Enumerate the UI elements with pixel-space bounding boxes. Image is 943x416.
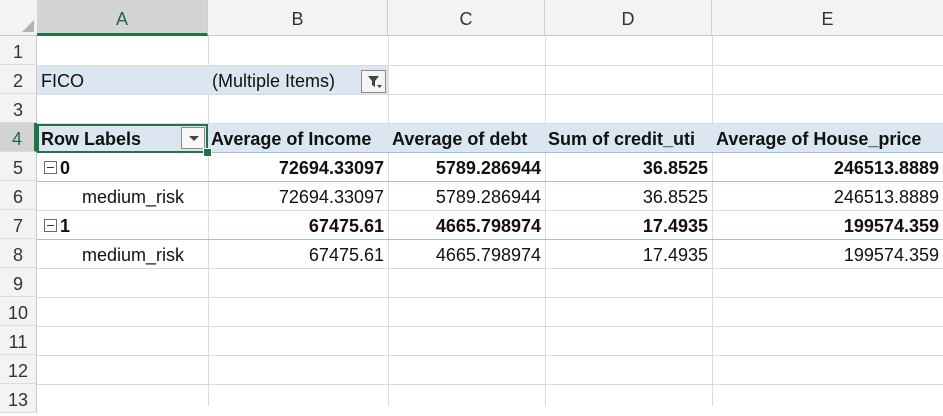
row-header-7[interactable]: 7 [0,210,37,239]
group-0-child-debt[interactable]: 5789.286944 [435,187,541,207]
group-1-income[interactable]: 67475.61 [308,216,384,236]
group-1-credit-uti[interactable]: 17.4935 [642,216,708,236]
grid-line [37,94,943,95]
grid-line [37,268,943,269]
group-1-child-house-price[interactable]: 199574.359 [843,245,939,265]
grid-line [545,36,546,406]
grid-line [37,210,943,211]
group-0-child-house-price[interactable]: 246513.8889 [833,187,939,207]
group-1-child-credit-uti[interactable]: 17.4935 [642,245,708,265]
row-labels-header[interactable]: Row Labels [41,129,142,149]
chevron-down-icon [189,136,199,141]
pivot-group-separator [37,239,943,240]
group-0-child-income[interactable]: 72694.33097 [278,187,384,207]
active-cell-selection [37,124,208,153]
pivot-header-separator [37,152,943,153]
row-header-9[interactable]: 9 [0,268,37,297]
column-header-c[interactable]: C [388,0,545,35]
group-1-house-price[interactable]: 199574.359 [843,216,939,236]
filter-value[interactable]: (Multiple Items) [212,71,336,91]
row-header-5[interactable]: 5 [0,152,37,181]
group-label-1[interactable]: 1 [60,216,71,236]
filter-dropdown-button[interactable] [361,70,386,93]
filter-dropdown-icon [368,76,382,88]
fill-handle[interactable] [203,148,212,157]
group-0-child-credit-uti[interactable]: 36.8525 [642,187,708,207]
filter-area-band [37,66,388,94]
column-header-a[interactable]: A [37,0,208,36]
row-header-6[interactable]: 6 [0,181,37,210]
grid-line [37,297,943,298]
group-0-income[interactable]: 72694.33097 [278,158,384,178]
group-0-child-label[interactable]: medium_risk [82,187,185,207]
row-header-8[interactable]: 8 [0,239,37,268]
value-header-debt[interactable]: Average of debt [392,129,528,149]
grid-line [37,355,943,356]
grid-line [388,36,389,406]
column-header-e[interactable]: E [821,9,834,29]
pivot-group-separator [37,181,943,182]
grid-line [208,36,209,406]
group-1-child-income[interactable]: 67475.61 [308,245,384,265]
row-header-1[interactable]: 1 [0,36,37,65]
group-label-0[interactable]: 0 [60,158,71,178]
row-header-13[interactable]: 13 [0,384,37,413]
grid-line [37,326,943,327]
group-1-debt[interactable]: 4665.798974 [435,216,541,236]
group-0-credit-uti[interactable]: 36.8525 [642,158,708,178]
grid-line [712,36,713,406]
collapse-icon[interactable] [44,161,57,174]
value-header-income[interactable]: Average of Income [211,129,372,149]
row-header-12[interactable]: 12 [0,355,37,384]
grid-line [37,123,943,124]
column-header-b[interactable]: B [208,0,388,35]
group-1-child-label[interactable]: medium_risk [82,245,185,265]
value-header-credit-uti[interactable]: Sum of credit_uti [548,129,696,149]
row-header-3[interactable]: 3 [0,94,37,123]
collapse-icon[interactable] [44,219,57,232]
filter-field-label[interactable]: FICO [41,71,84,91]
group-1-child-debt[interactable]: 4665.798974 [435,245,541,265]
select-all-icon [22,20,34,32]
group-0-house-price[interactable]: 246513.8889 [833,158,939,178]
row-labels-dropdown-button[interactable] [181,127,205,149]
row-header-11[interactable]: 11 [0,326,37,355]
group-0-debt[interactable]: 5789.286944 [435,158,541,178]
grid-line [37,384,943,385]
row-header-2[interactable]: 2 [0,65,37,94]
row-header-4[interactable]: 4 [0,123,37,152]
column-header-d[interactable]: D [545,0,712,35]
row-header-10[interactable]: 10 [0,297,37,326]
value-header-house-price[interactable]: Average of House_price [716,129,922,149]
select-all-button[interactable] [0,0,38,35]
grid-line [37,65,943,66]
